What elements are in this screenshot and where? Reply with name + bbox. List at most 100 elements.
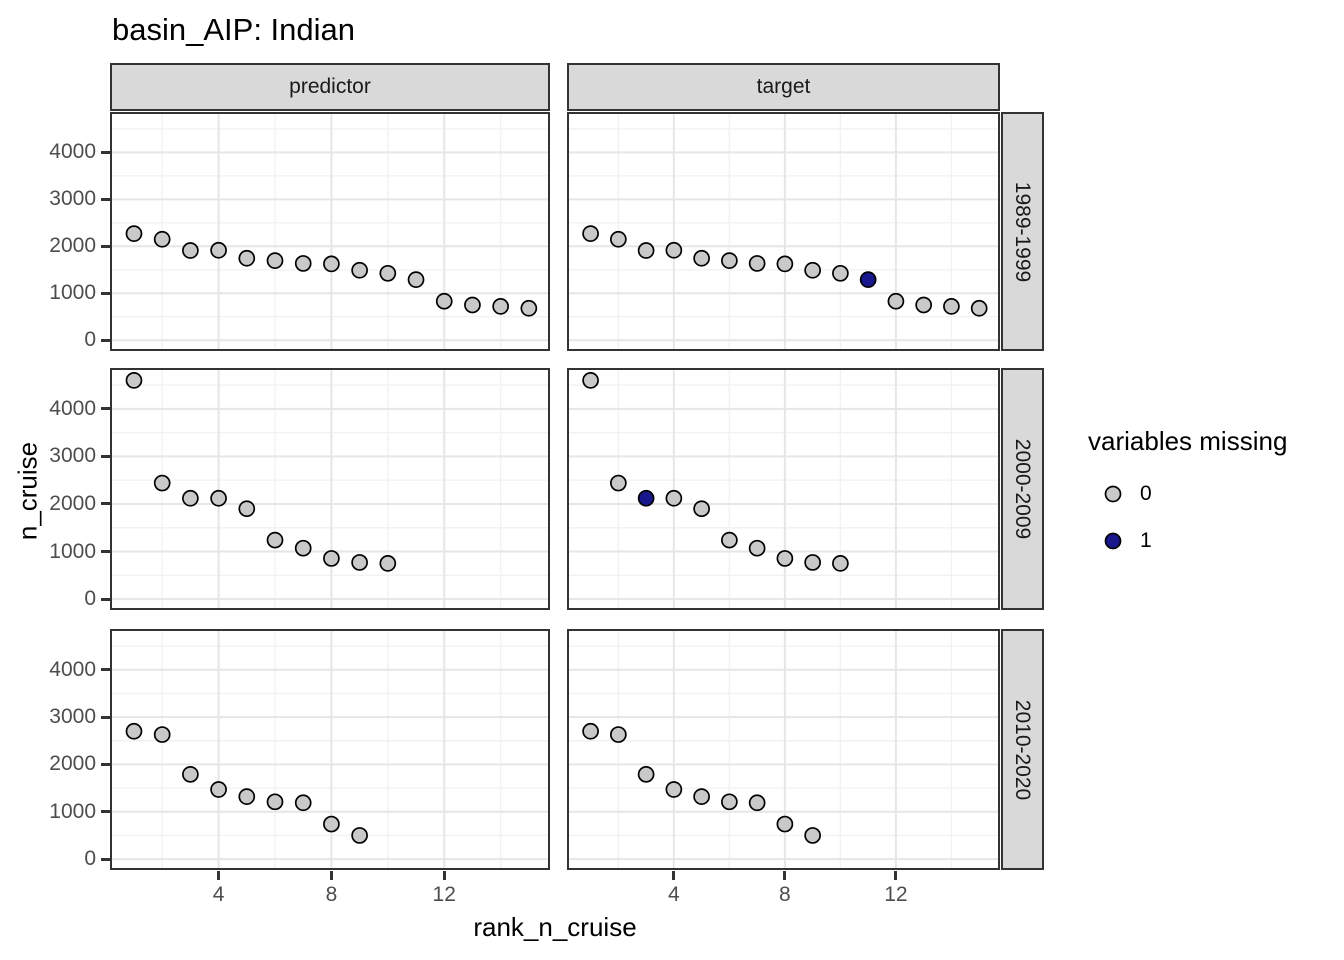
- x-tick-mark: [894, 871, 898, 880]
- facet-row-strip-label: 2010-2020: [1011, 699, 1035, 800]
- data-point: [407, 271, 425, 288]
- facet-row-strip-label: 2000-2009: [1011, 438, 1035, 540]
- data-point: [492, 298, 509, 315]
- data-point: [721, 531, 738, 549]
- data-point: [665, 241, 683, 259]
- data-point: [323, 255, 340, 273]
- panel-border: [567, 112, 1000, 351]
- facet-panel-predictor-2000-2009: [110, 368, 550, 610]
- panel-border: [110, 112, 550, 351]
- facet-column-strip-target: target: [567, 63, 1000, 111]
- data-point: [125, 722, 143, 740]
- legend-point-icon: [1104, 532, 1122, 550]
- y-tick-mark: [101, 407, 110, 411]
- y-tick-label: 4000: [49, 140, 96, 164]
- data-point: [915, 296, 933, 314]
- y-tick-mark: [101, 454, 110, 458]
- data-point: [238, 500, 256, 518]
- y-tick-mark: [101, 150, 110, 154]
- panel-border: [110, 629, 550, 870]
- data-point: [294, 794, 312, 812]
- facet-column-strip-predictor: predictor: [110, 63, 550, 111]
- data-point: [609, 230, 627, 248]
- data-point: [464, 296, 481, 314]
- data-point: [294, 255, 312, 272]
- x-tick-label: 12: [432, 883, 456, 906]
- y-tick-mark: [101, 597, 110, 601]
- facet-row-strip-2000-2009: 2000-2009: [1001, 368, 1044, 610]
- data-point: [970, 299, 988, 317]
- data-point: [665, 489, 683, 507]
- x-tick-label: 4: [668, 883, 680, 906]
- data-point: [210, 489, 227, 507]
- data-point: [238, 788, 256, 805]
- legend-entry-label: 1: [1140, 529, 1152, 552]
- panel-border: [567, 368, 1000, 610]
- x-tick-label: 12: [884, 883, 908, 906]
- data-point: [721, 252, 738, 269]
- data-point: [153, 230, 171, 248]
- data-point: [943, 298, 960, 315]
- x-tick-label: 8: [779, 883, 791, 906]
- panel-border: [567, 629, 1000, 870]
- facet-panel-target-2010-2020: [567, 629, 1000, 870]
- y-tick-mark: [101, 550, 110, 554]
- facet-row-strip-1989-1999: 1989-1999: [1001, 112, 1044, 351]
- data-point: [609, 474, 627, 492]
- data-point: [804, 827, 821, 844]
- y-tick-mark: [101, 810, 110, 814]
- data-point: [665, 781, 683, 798]
- data-point: [323, 815, 340, 833]
- data-point: [210, 781, 227, 798]
- data-point: [776, 815, 794, 833]
- y-tick-mark: [101, 502, 110, 506]
- data-point: [435, 292, 453, 310]
- data-point: [582, 722, 599, 740]
- data-point: [210, 241, 227, 259]
- facet-panel-target-1989-1999: [567, 112, 1000, 351]
- data-point: [693, 249, 710, 267]
- data-point: [832, 555, 849, 572]
- data-point: [351, 261, 368, 279]
- data-point: [153, 726, 171, 743]
- data-point: [379, 555, 397, 572]
- data-point: [238, 249, 256, 267]
- x-tick-mark: [217, 871, 221, 880]
- y-tick-label: 0: [84, 587, 96, 611]
- y-tick-label: 1000: [49, 799, 96, 823]
- y-tick-label: 2000: [49, 234, 96, 258]
- legend-point-icon: [1104, 485, 1122, 503]
- facet-panel-predictor-1989-1999: [110, 112, 550, 351]
- y-tick-mark: [101, 197, 110, 201]
- y-tick-label: 1000: [49, 539, 96, 563]
- y-tick-mark: [101, 244, 110, 248]
- data-point: [804, 261, 821, 279]
- legend-entry-1: 1: [1100, 528, 1287, 554]
- data-point: [637, 242, 655, 259]
- y-tick-label: 2000: [49, 491, 96, 515]
- y-tick-label: 2000: [49, 752, 96, 776]
- y-tick-label: 0: [84, 847, 96, 871]
- y-tick-label: 3000: [49, 444, 96, 468]
- data-point: [323, 550, 340, 567]
- legend-entry-0: 0: [1100, 481, 1287, 507]
- facet-panel-target-2000-2009: [567, 368, 1000, 610]
- data-point: [721, 793, 738, 811]
- x-tick-mark: [672, 871, 676, 880]
- data-point: [582, 225, 599, 242]
- data-point: [832, 264, 849, 282]
- x-axis-title: rank_n_cruise: [473, 912, 637, 942]
- data-point: [693, 788, 710, 805]
- facet-row-strip-label: 1989-1999: [1011, 181, 1035, 282]
- facet-column-strip-label: target: [756, 75, 811, 98]
- data-point: [804, 554, 821, 571]
- data-point: [153, 474, 171, 492]
- y-tick-mark: [101, 857, 110, 861]
- x-tick-mark: [442, 871, 446, 880]
- facet-panel-predictor-2010-2020: [110, 629, 550, 870]
- panel-border: [110, 368, 550, 610]
- data-point: [748, 539, 766, 557]
- facet-row-strip-2010-2020: 2010-2020: [1001, 629, 1044, 870]
- data-point: [637, 766, 655, 783]
- data-point: [351, 827, 368, 844]
